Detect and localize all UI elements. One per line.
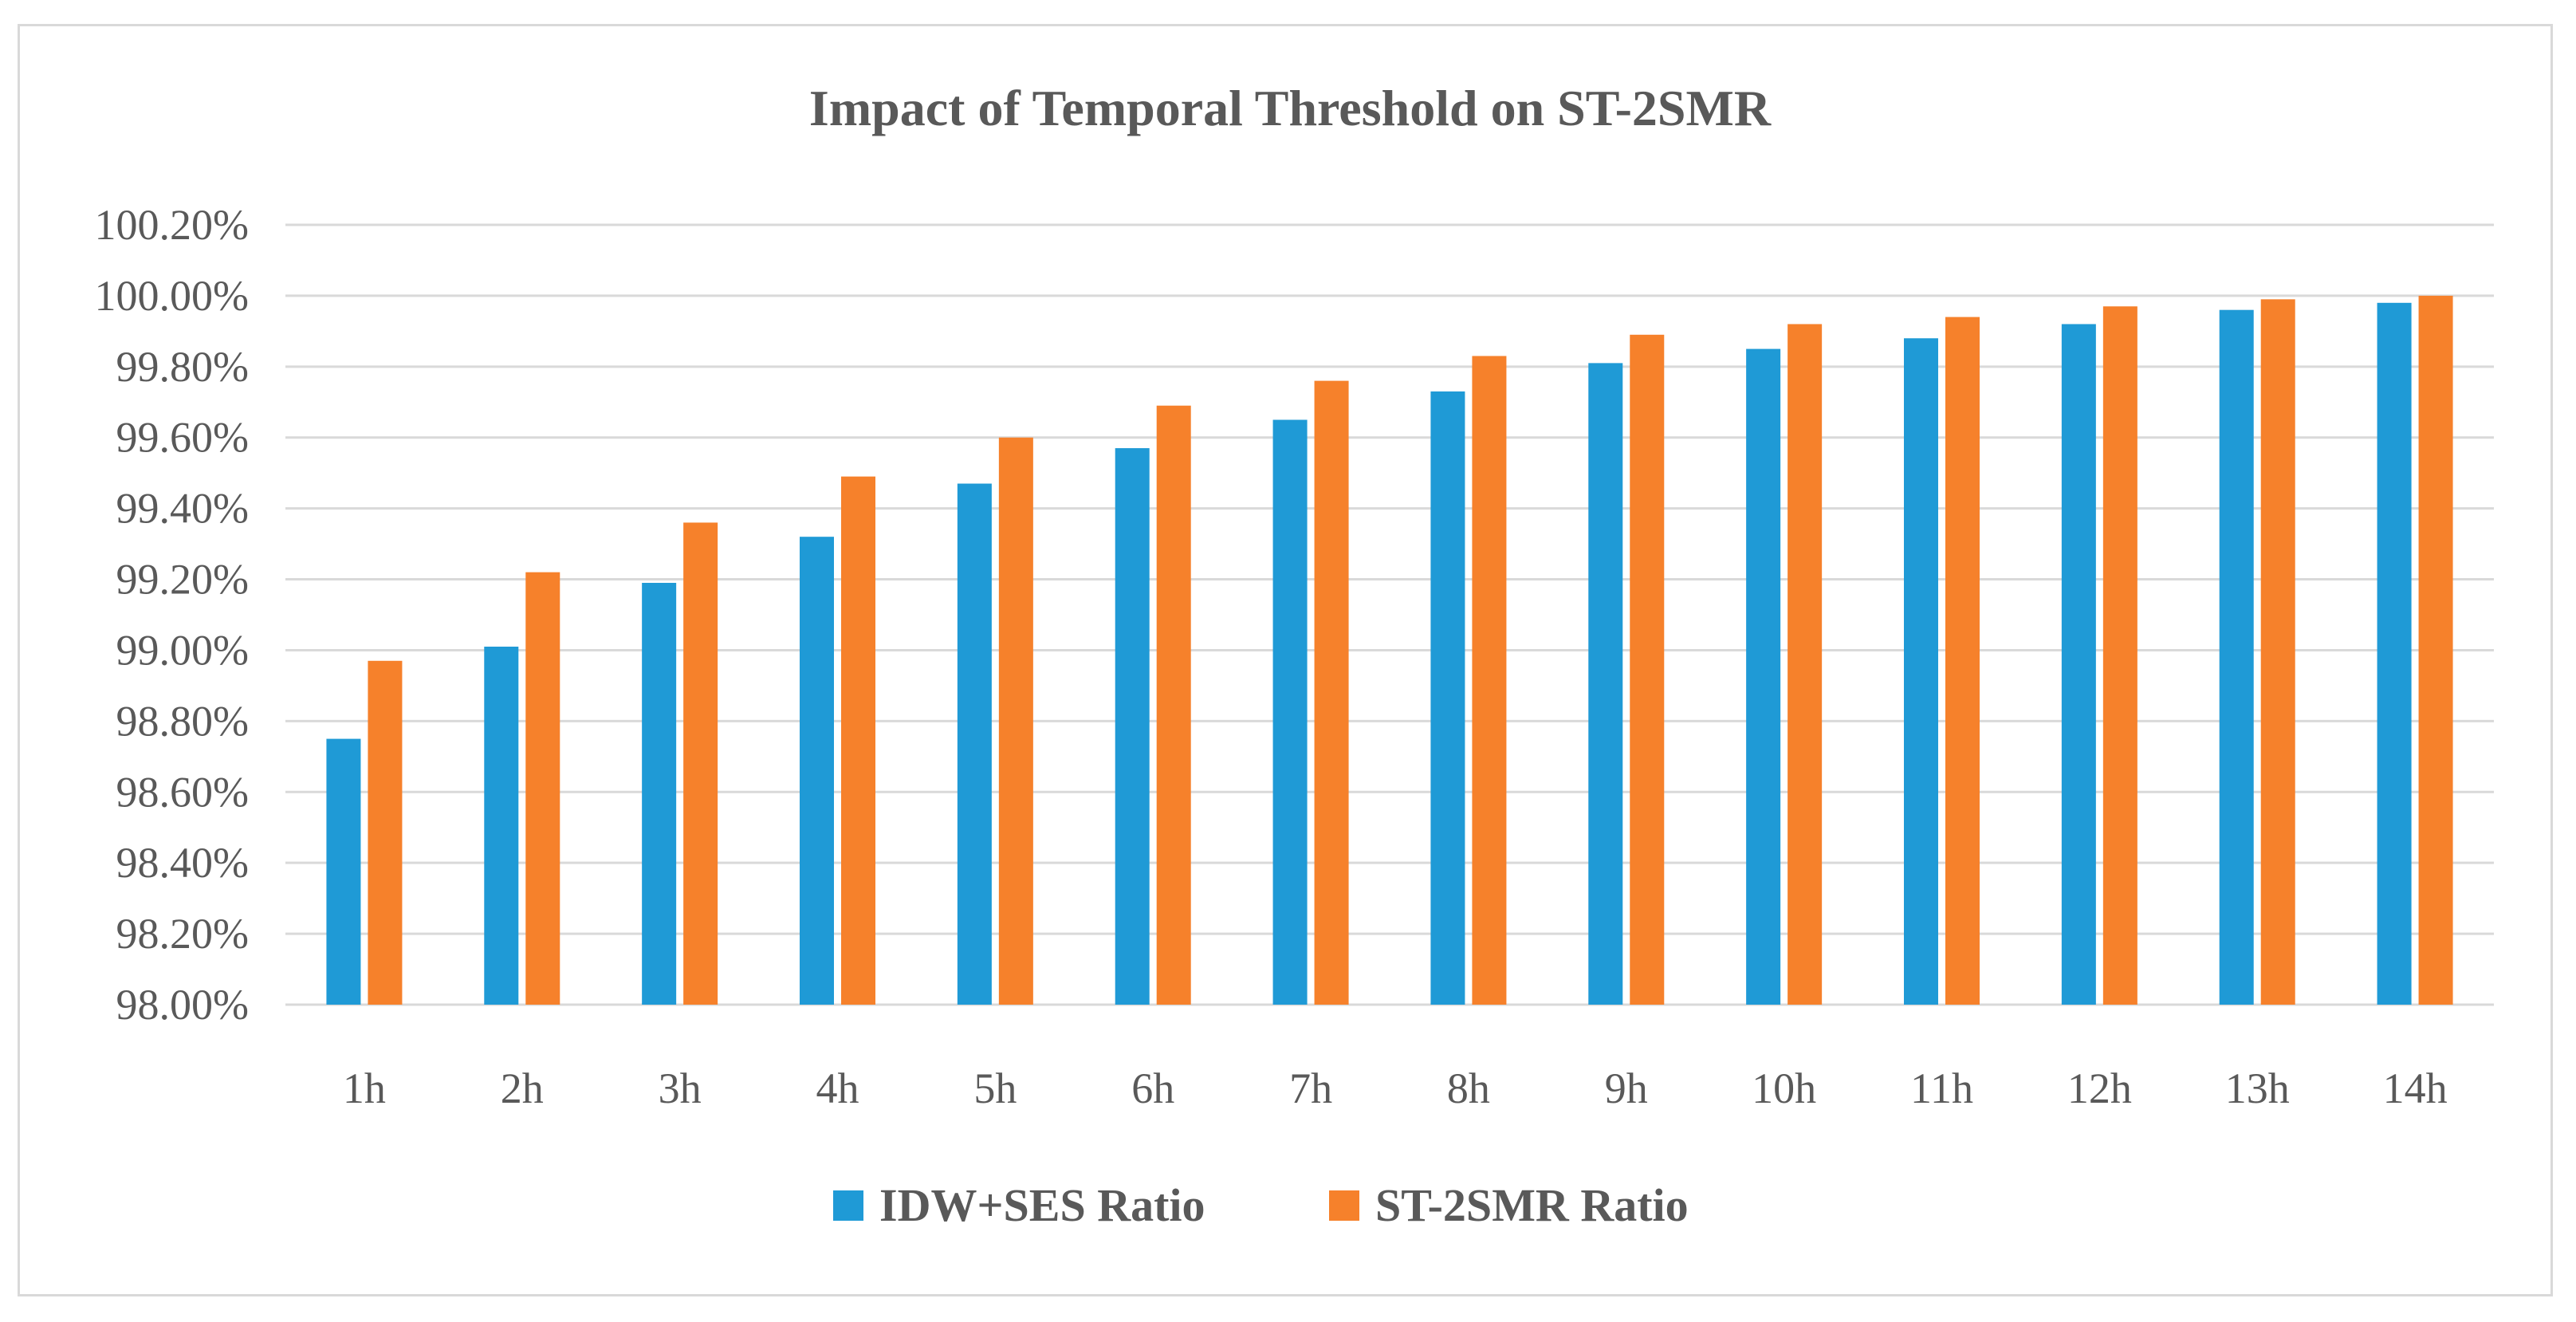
y-tick-label: 98.60%: [116, 768, 249, 816]
chart-title: Impact of Temporal Threshold on ST-2SMR: [809, 80, 1772, 136]
x-tick-label: 1h: [343, 1064, 386, 1112]
x-tick-label: 6h: [1131, 1064, 1174, 1112]
y-tick-label: 99.40%: [116, 485, 249, 533]
bar-st-2smr: [1472, 356, 1507, 1005]
bar-idw-ses: [2061, 324, 2096, 1005]
bar-st-2smr: [525, 572, 560, 1005]
bar-st-2smr: [998, 437, 1033, 1005]
x-tick-label: 10h: [1752, 1064, 1816, 1112]
y-tick-label: 100.20%: [95, 201, 249, 249]
x-tick-label: 12h: [2067, 1064, 2132, 1112]
bar-idw-ses: [642, 582, 677, 1005]
y-tick-label: 100.00%: [95, 272, 249, 320]
y-tick-label: 99.60%: [116, 414, 249, 462]
legend-swatch-idw-ses: [833, 1190, 863, 1221]
gridlines: [285, 223, 2494, 1006]
x-tick-label: 13h: [2225, 1064, 2290, 1112]
bar-idw-ses: [1272, 419, 1308, 1005]
x-tick-label: 9h: [1605, 1064, 1648, 1112]
y-axis-tick-labels: 98.00% 98.20% 98.40% 98.60% 98.80% 99.00% 99.2…: [95, 201, 249, 1029]
y-tick-label: 98.40%: [116, 839, 249, 887]
bar-st-2smr: [1945, 317, 1980, 1005]
y-tick-label: 98.00%: [116, 981, 249, 1029]
bar-st-2smr: [683, 522, 718, 1005]
bar-idw-ses: [484, 647, 519, 1005]
bar-st-2smr: [2260, 299, 2295, 1005]
y-tick-label: 98.80%: [116, 697, 249, 745]
bar-idw-ses: [326, 738, 361, 1005]
bar-idw-ses: [2219, 309, 2254, 1005]
bar-st-2smr: [368, 660, 403, 1005]
x-tick-label: 8h: [1447, 1064, 1490, 1112]
y-tick-label: 98.20%: [116, 910, 249, 958]
bar-idw-ses: [1115, 448, 1150, 1005]
bar-st-2smr: [1314, 380, 1349, 1005]
x-tick-label: 14h: [2383, 1064, 2448, 1112]
x-tick-label: 2h: [501, 1064, 544, 1112]
x-tick-label: 5h: [973, 1064, 1017, 1112]
legend-label: ST-2SMR Ratio: [1375, 1179, 1689, 1231]
bar-st-2smr: [841, 476, 875, 1005]
y-tick-label: 99.80%: [116, 343, 249, 391]
x-tick-label: 11h: [1910, 1064, 1973, 1112]
bar-idw-ses: [800, 537, 834, 1005]
bar-idw-ses: [1904, 338, 1938, 1005]
x-axis-tick-labels: 1h 2h 3h 4h 5h 6h 7h 8h 9h 10h 11h 12h 13h 14h: [343, 1064, 2448, 1112]
bar-st-2smr: [2418, 295, 2453, 1005]
y-tick-label: 99.20%: [116, 556, 249, 604]
legend-label: IDW+SES Ratio: [879, 1179, 1205, 1231]
bar-idw-ses: [957, 483, 992, 1005]
bar-idw-ses: [1430, 391, 1465, 1005]
bar-st-2smr: [2102, 306, 2137, 1005]
bar-st-2smr: [1630, 334, 1665, 1005]
y-tick-label: 99.00%: [116, 626, 249, 674]
x-tick-label: 3h: [659, 1064, 702, 1112]
legend-swatch-st-2smr: [1329, 1190, 1359, 1221]
bars: [326, 295, 2453, 1005]
bar-idw-ses: [1588, 363, 1623, 1005]
bar-idw-ses: [2377, 302, 2412, 1005]
bar-st-2smr: [1156, 405, 1191, 1005]
x-tick-label: 7h: [1289, 1064, 1332, 1112]
bar-idw-ses: [1746, 348, 1781, 1005]
bar-st-2smr: [1787, 324, 1823, 1005]
x-tick-label: 4h: [816, 1064, 859, 1112]
legend: IDW+SES Ratio ST-2SMR Ratio: [833, 1179, 1689, 1231]
